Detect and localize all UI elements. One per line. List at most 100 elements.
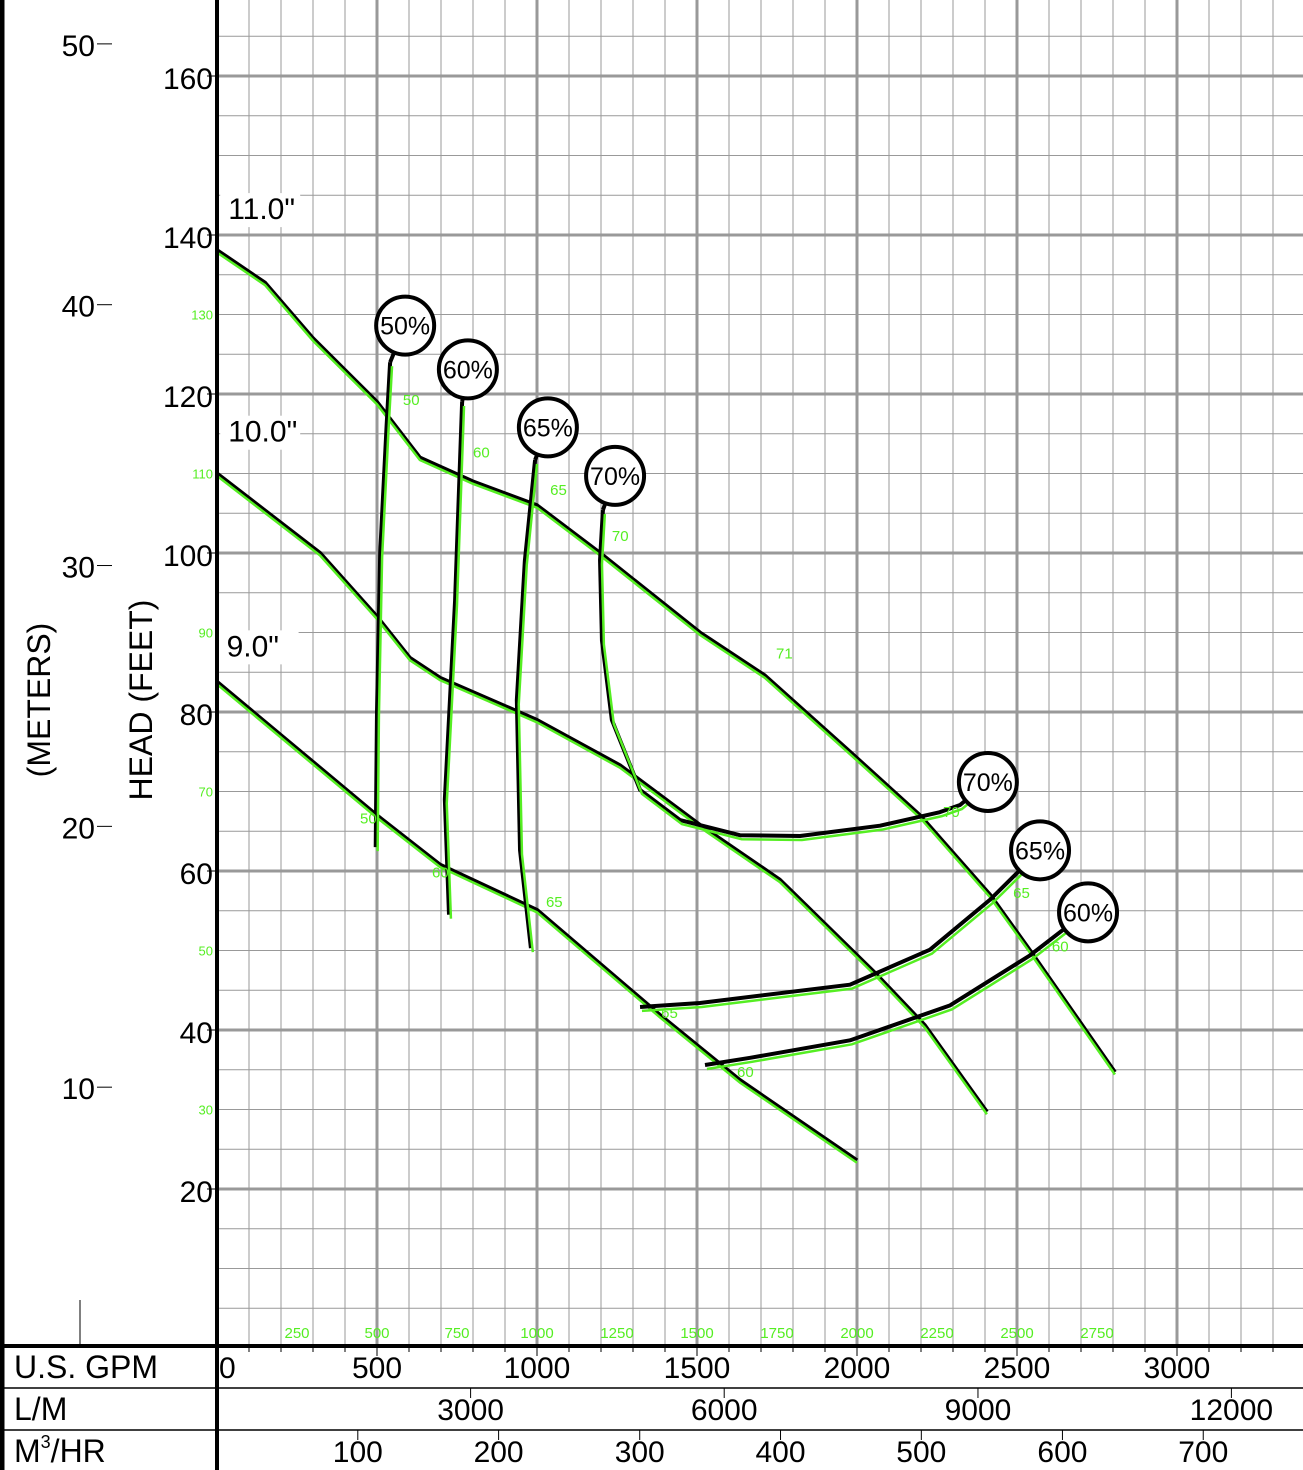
efficiency-curve-black-5	[639, 848, 1042, 1009]
y-axis-label-meters: (METERS)	[21, 623, 57, 778]
efficiency-point-label: 50	[403, 392, 420, 409]
efficiency-curve-green-0	[376, 366, 394, 852]
efficiency-point-label: 60	[737, 1064, 754, 1081]
y-tick-label: 120	[163, 381, 213, 414]
efficiency-curve-green-2	[517, 463, 539, 953]
efficiency-bubble-label: 65%	[523, 414, 573, 442]
scale-tick-label: 2000	[824, 1352, 891, 1385]
efficiency-point-label: 65	[546, 894, 563, 911]
x-tick-label-green: 2500	[1000, 1325, 1033, 1342]
y-tick-label-green: 130	[191, 308, 213, 323]
curve-label-bg	[220, 415, 301, 450]
scale-tick-label: 100	[333, 1436, 383, 1469]
efficiency-bubble	[1009, 819, 1072, 882]
efficiency-curve-green-6	[706, 915, 1091, 1071]
efficiency-bubble-label: 60%	[1063, 899, 1113, 927]
x-tick-label-green: 2750	[1080, 1325, 1113, 1342]
y-tick-label-green: 30	[199, 1103, 213, 1118]
efficiency-point-label: 60	[432, 864, 449, 881]
efficiency-point-label: 65	[661, 1005, 678, 1022]
scale-tick-label: 3000	[1144, 1352, 1211, 1385]
scale-tick-label: 500	[896, 1436, 946, 1469]
x-tick-label-green: 750	[444, 1325, 469, 1342]
y-tick-label-green: 90	[199, 626, 213, 641]
y-tick-label: 60	[180, 858, 213, 891]
y-tick-label-green: 110	[192, 467, 213, 482]
efficiency-bubble	[374, 294, 437, 357]
scale-tick-label: 200	[474, 1436, 524, 1469]
efficiency-curve-black-2	[514, 459, 538, 949]
grid	[217, 0, 1303, 1345]
curve-label-bg	[218, 630, 299, 665]
scale-tick-label: 6000	[691, 1394, 758, 1427]
efficiency-bubble	[516, 396, 579, 459]
scale-label-1: L/M	[14, 1391, 67, 1427]
scale-tick-label: 12000	[1190, 1394, 1273, 1427]
y-tick-label-green: 70	[199, 785, 213, 800]
curves: 11.0" 10.0" 9.0" 50% 60% 65% 70% 70% 65% 60% 50 60 6…	[215, 193, 1120, 1164]
efficiency-curve-black-1	[442, 401, 465, 915]
y-tick-label: 80	[180, 699, 213, 732]
y-tick-label-meters: 10	[62, 1073, 95, 1106]
x-tick-label-green: 250	[284, 1325, 309, 1342]
scale-tick-label: 3000	[437, 1394, 504, 1427]
efficiency-curve-green-1	[445, 405, 466, 919]
y-tick-label: 40	[180, 1017, 213, 1050]
efficiency-bubble-label: 70%	[590, 463, 640, 491]
y-tick-label: 160	[163, 63, 213, 96]
scale-tick-label: 1000	[504, 1352, 571, 1385]
x-tick-label-green: 1500	[680, 1325, 713, 1342]
scale-tick-label: 9000	[945, 1394, 1012, 1427]
efficiency-bubble-label: 65%	[1015, 837, 1065, 865]
efficiency-bubble-label: 60%	[443, 356, 493, 384]
curve-label: 10.0"	[228, 416, 297, 449]
efficiency-curve-black-0	[373, 362, 393, 848]
curve-label-bg	[220, 193, 301, 228]
x-tick-label-green: 500	[364, 1325, 389, 1342]
efficiency-curve-green-3	[600, 513, 991, 842]
efficiency-bubble	[436, 338, 499, 401]
efficiency-point-label: 65	[550, 482, 567, 499]
y-tick-label: 140	[163, 222, 213, 255]
x-tick-label-green: 1000	[520, 1325, 553, 1342]
scale-label-rest: /HR	[51, 1433, 106, 1469]
efficiency-bubble	[584, 444, 647, 507]
efficiency-point-label: 50	[360, 810, 377, 827]
y-tick-label-meters: 40	[62, 291, 95, 324]
y-tick-label-green: 50	[199, 944, 213, 959]
x-tick-label-green: 1250	[600, 1325, 633, 1342]
efficiency-curve-black-3	[598, 509, 990, 839]
y-tick-label: 100	[163, 540, 213, 573]
efficiency-point-label: 60	[473, 445, 490, 462]
y-axis-label-feet: HEAD (FEET)	[123, 600, 159, 801]
efficiency-curve-black-6	[704, 910, 1090, 1067]
efficiency-curve-green-5	[641, 853, 1043, 1013]
y-tick-label-meters: 30	[62, 552, 95, 585]
efficiency-point-label: 60	[1052, 938, 1069, 955]
curve-label: 9.0"	[227, 630, 279, 663]
efficiency-bubble	[1057, 881, 1120, 944]
x-tick-label-green: 2250	[920, 1325, 953, 1342]
curve-label: 11.0"	[228, 193, 295, 226]
scale-tick-label: 300	[615, 1436, 665, 1469]
impeller-curve-black-1	[215, 471, 989, 1114]
y-tick-label-meters: 20	[62, 812, 95, 845]
scale-tick-label: 600	[1037, 1436, 1087, 1469]
efficiency-point-label: 71	[776, 646, 793, 663]
efficiency-bubble-label: 50%	[380, 313, 430, 341]
scale-label-sup: 3	[41, 1432, 51, 1452]
efficiency-point-label: 65	[1013, 885, 1030, 902]
y-tick-label-meters: 50	[62, 30, 95, 63]
scale-tick-label: 1500	[664, 1352, 731, 1385]
x-tick-label-green: 1750	[760, 1325, 793, 1342]
impeller-curve-black-0	[215, 248, 1117, 1074]
y-tick-label: 20	[180, 1176, 213, 1209]
impeller-curve-green-1	[216, 474, 988, 1115]
scale-label-0: U.S. GPM	[14, 1349, 158, 1385]
x-tick-label-green: 2000	[840, 1325, 873, 1342]
scale-tick-label: 2500	[984, 1352, 1051, 1385]
scale-label-2: M3/HR	[14, 1432, 106, 1469]
efficiency-point-label: 70	[612, 528, 629, 545]
